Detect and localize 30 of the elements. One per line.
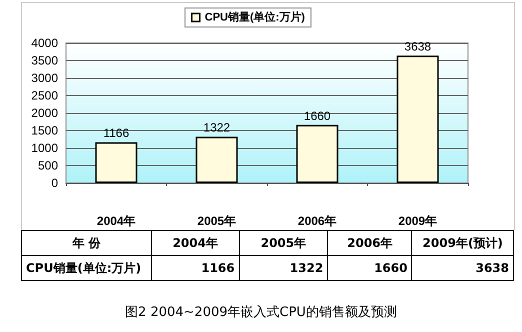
text: 1166	[151, 256, 240, 280]
text: 1322	[239, 256, 328, 280]
legend-label: CPU销量(单位:万片)	[204, 10, 306, 24]
category-label: 2006年	[328, 230, 412, 256]
data-label: 3638	[404, 40, 432, 54]
y-tick-label: 2500	[31, 88, 58, 102]
x-tick-label: 2006年	[298, 214, 337, 228]
category-label: 2009年(预计)	[412, 230, 514, 256]
text: CPU销量(单位:万片)	[22, 256, 152, 280]
bar	[396, 56, 439, 183]
x-tick-label: 2005年	[197, 214, 236, 228]
category-label: 年 份	[22, 230, 152, 256]
x-tick-label: 2009年	[398, 214, 438, 228]
bar	[296, 124, 338, 183]
y-tick-label: 2000	[31, 106, 58, 120]
text: 3638	[412, 256, 514, 280]
y-tick-label: 1500	[31, 124, 58, 138]
bar	[196, 136, 238, 183]
y-tick-label: 1000	[31, 141, 58, 155]
y-tick-label: 3000	[31, 71, 58, 85]
text: 1660	[328, 256, 412, 280]
category-label: 2004年	[151, 230, 240, 256]
y-tick-label: 4000	[31, 36, 58, 50]
text: 图2 2004~2009年嵌入式CPU的销售额及预测	[124, 304, 398, 321]
y-tick-label: 3500	[31, 54, 58, 68]
y-tick-label: 0	[51, 176, 58, 190]
category-label: 2005年	[239, 230, 328, 256]
y-tick-label: 500	[38, 158, 58, 172]
x-tick-label: 2004年	[96, 214, 136, 228]
bar	[95, 142, 138, 183]
